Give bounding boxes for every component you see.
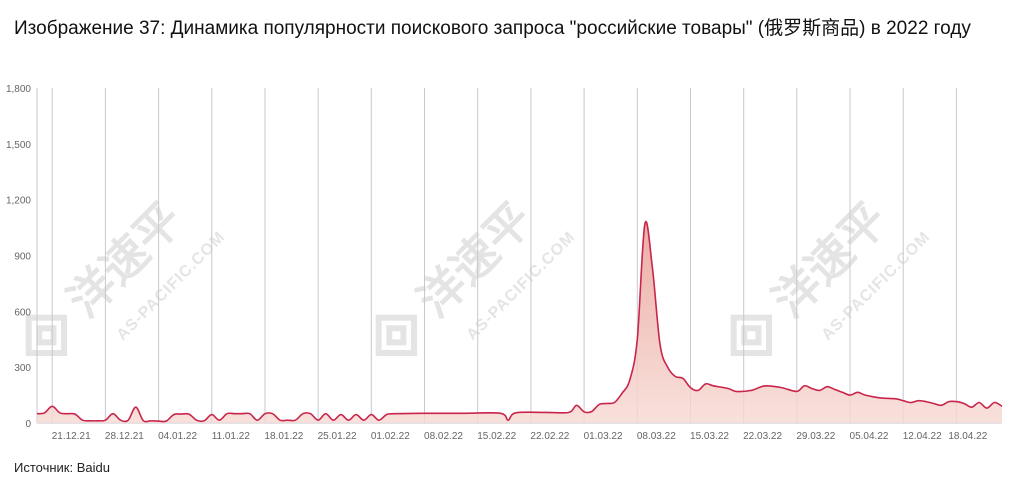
x-tick-label: 15.03.22 <box>690 431 729 442</box>
x-tick-label: 21.12.21 <box>52 431 91 442</box>
y-tick-label: 1,200 <box>6 196 31 207</box>
y-tick-label: 900 <box>14 252 31 263</box>
y-tick-label: 300 <box>14 363 31 374</box>
x-tick-label: 05.04.22 <box>850 431 889 442</box>
x-tick-label: 11.01.22 <box>212 431 251 442</box>
watermark-cn-text: 洋速平 <box>763 193 897 327</box>
y-tick-label: 0 <box>25 419 31 430</box>
watermark-cn-text: 洋速平 <box>58 193 192 327</box>
x-tick-label: 25.01.22 <box>318 431 357 442</box>
series-area-fill <box>37 221 1002 423</box>
series-line <box>36 220 1003 423</box>
x-tick-label: 15.02.22 <box>477 431 516 442</box>
x-tick-label: 01.03.22 <box>584 431 623 442</box>
x-tick-label: 04.01.22 <box>158 431 197 442</box>
x-tick-label: 08.03.22 <box>637 431 676 442</box>
watermark-logo-icon <box>730 314 773 357</box>
y-tick-label: 600 <box>14 307 31 318</box>
watermark-cn-text: 洋速平 <box>408 193 542 327</box>
x-tick-label: 08.02.22 <box>424 431 463 442</box>
watermark-logo-icon <box>375 314 418 357</box>
x-tick-label: 18.01.22 <box>264 431 303 442</box>
x-tick-label: 29.03.22 <box>796 431 835 442</box>
x-tick-label: 12.04.22 <box>903 431 942 442</box>
x-tick-label: 01.02.22 <box>371 431 410 442</box>
area-series <box>36 220 1003 423</box>
axis-labels: 0 300 600 900 1,200 1,500 1,800 21.12.21 28.12.2… <box>6 84 988 442</box>
x-tick-label: 22.02.22 <box>530 431 569 442</box>
x-tick-label: 28.12.21 <box>105 431 144 442</box>
x-tick-label: 18.04.22 <box>948 431 987 442</box>
x-tick-label: 22.03.22 <box>743 431 782 442</box>
y-tick-label: 1,500 <box>6 140 31 151</box>
y-tick-label: 1,800 <box>6 84 31 95</box>
chart-title: Изображение 37: Динамика популярности по… <box>14 18 971 39</box>
source-note: Источник: Baidu <box>14 460 110 475</box>
